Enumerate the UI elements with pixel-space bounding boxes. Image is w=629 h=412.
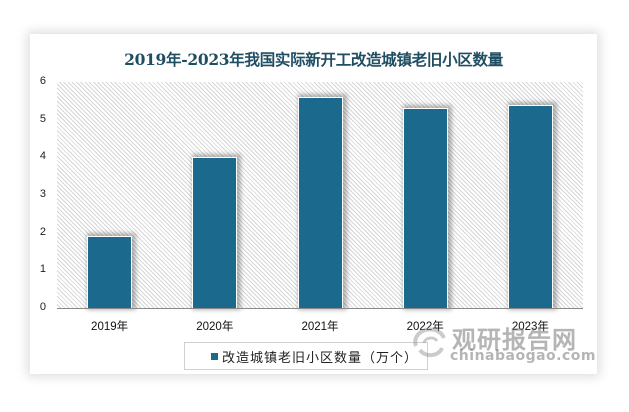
x-tick-label: 2023年: [511, 321, 549, 333]
bar: [507, 104, 553, 309]
y-tick-label: 3: [39, 188, 46, 200]
x-tick-label: 2020年: [196, 321, 234, 333]
x-axis-line: [57, 308, 583, 309]
y-tick-label: 0: [39, 301, 46, 313]
y-tick-label: 4: [39, 150, 46, 163]
y-tick-label: 5: [39, 112, 46, 125]
bar: [402, 108, 448, 309]
chart-title: 2019年-2023年我国实际新开工改造城镇老旧小区数量: [124, 50, 503, 69]
legend-swatch-icon: [211, 352, 218, 360]
bar: [192, 157, 238, 309]
y-tick-label: 2: [39, 225, 46, 238]
x-tick-label: 2019年: [91, 321, 129, 333]
legend-label: 改造城镇老旧小区数量（万个）: [222, 350, 419, 366]
y-tick-label: 6: [39, 75, 46, 87]
x-tick-label: 2021年: [301, 321, 339, 333]
x-tick-label: 2022年: [406, 321, 444, 333]
y-tick-label: 1: [39, 263, 46, 276]
bar: [87, 236, 133, 309]
bar: [297, 97, 343, 309]
legend: 改造城镇老旧小区数量（万个）: [184, 342, 428, 370]
chart-card: 2019年-2023年我国实际新开工改造城镇老旧小区数量 0 1 2 3 4 5 6 201…: [30, 34, 597, 374]
